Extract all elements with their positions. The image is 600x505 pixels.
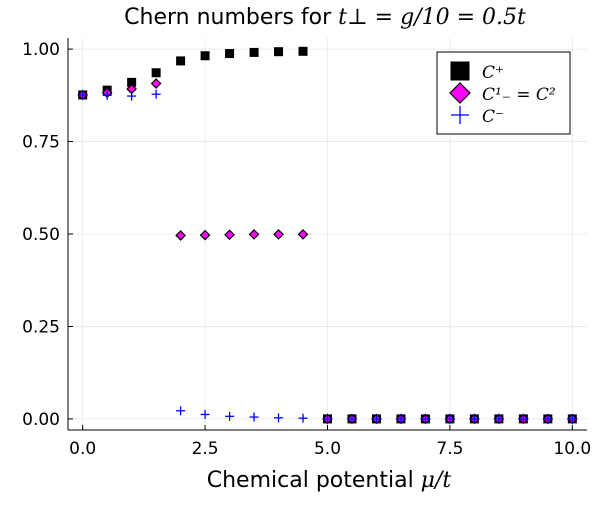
data-point-square [176,56,186,66]
axes [67,38,587,431]
x-axis-label-math: μ/t [421,468,452,493]
data-point-square [225,49,235,59]
data-point-diamond [248,229,260,240]
data-point-square [200,51,210,61]
data-point-cross [469,414,479,424]
legend-marker-square [450,61,470,81]
data-point-cross [225,411,235,421]
data-point-cross [445,414,455,424]
x-tick-label: 2.5 [192,439,219,459]
data-point-cross [200,409,210,419]
data-point-cross [420,414,430,424]
data-point-cross [298,413,308,423]
y-tick-label: 0.75 [22,133,60,153]
data-point-cross [102,90,112,100]
data-point-diamond [297,229,309,240]
data-point-cross [249,412,259,422]
y-tick-label: 0.50 [22,225,60,245]
data-point-cross [151,89,161,99]
x-tick-label: 5.0 [314,439,341,459]
data-point-cross [176,406,186,416]
tick-labels: 0.0 2.5 5.0 7.5 10.0 0.00 0.25 0.50 0.75 1.00 [22,40,591,459]
data-point-square [151,68,161,78]
data-point-cross [494,414,504,424]
data-point-cross [567,414,577,424]
data-point-diamond [224,229,235,241]
legend-label: C⁺ [482,63,504,83]
x-axis-label: Chemical potential μ/t [207,468,452,493]
data-point-diamond [150,78,162,89]
x-tick-label: 10.0 [553,439,591,459]
y-tick-label: 0.00 [22,410,60,430]
legend-label: C⁻ [482,107,504,127]
data-point-diamond [175,230,186,241]
data-point-diamond [199,229,211,241]
legend-marker-cross [451,106,469,124]
x-tick-label: 0.0 [69,439,96,459]
x-tick-label: 7.5 [436,439,463,459]
chart-title: Chern numbers for t⊥ = g/10 = 0.5t [124,5,526,30]
data-point-square [298,46,308,56]
data-point-cross [518,414,528,424]
data-point-cross [543,414,553,424]
legend-label: C¹₋ = C² [482,85,556,105]
data-point-diamond [273,229,284,240]
data-point-cross [274,413,284,423]
data-point-cross [78,90,88,100]
data-point-square [249,47,259,57]
x-axis-label-text: Chemical potential [207,468,421,493]
data-point-cross [347,414,357,424]
data-point-cross [371,414,381,424]
chart-title-text: Chern numbers for [124,5,338,30]
y-tick-label: 0.25 [22,317,60,337]
data-point-cross [323,414,332,424]
legend-marker-diamond [449,82,471,104]
legend: C⁺C¹₋ = C²C⁻ [436,51,571,135]
y-tick-label: 1.00 [22,40,60,60]
chart-title-math: t⊥ = g/10 = 0.5t [338,5,526,30]
data-series [77,46,578,425]
series-cross [78,89,577,424]
data-point-square [274,47,284,57]
legend-items: C⁺C¹₋ = C²C⁻ [449,61,556,127]
data-point-cross [127,91,137,101]
data-point-cross [396,414,406,424]
